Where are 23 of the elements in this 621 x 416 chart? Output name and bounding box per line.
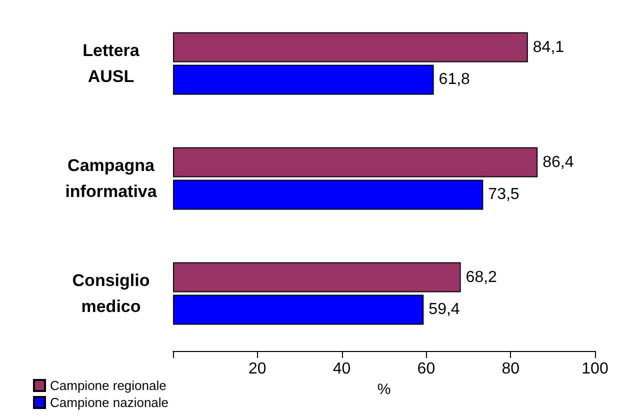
data-label: 86,4 bbox=[542, 154, 574, 171]
bar bbox=[173, 32, 528, 62]
bar bbox=[173, 180, 484, 210]
bar bbox=[173, 64, 434, 95]
data-label: 73,5 bbox=[488, 186, 520, 204]
data-label: 68,2 bbox=[466, 268, 498, 286]
legend-label: Campione nazionale bbox=[50, 395, 169, 410]
data-label: 59,4 bbox=[428, 301, 460, 318]
x-tick-label: 80 bbox=[502, 360, 520, 378]
x-axis-title: % bbox=[377, 380, 391, 398]
bar bbox=[173, 262, 461, 292]
y-tick-label: Consiglio medico bbox=[72, 271, 150, 316]
data-label: 61,8 bbox=[438, 71, 470, 88]
y-tick-label: Campagna informativa bbox=[65, 156, 158, 201]
x-tick-label: 100 bbox=[582, 360, 608, 378]
y-tick-label: Lettera AUSL bbox=[82, 41, 140, 86]
x-tick-label: 20 bbox=[248, 360, 266, 378]
x-tick-label: 60 bbox=[417, 360, 436, 378]
legend-label: Campione regionale bbox=[50, 378, 166, 393]
bar bbox=[173, 294, 424, 325]
bar bbox=[173, 147, 538, 178]
x-tick-label: 40 bbox=[332, 360, 351, 378]
data-label: 84,1 bbox=[532, 38, 564, 56]
